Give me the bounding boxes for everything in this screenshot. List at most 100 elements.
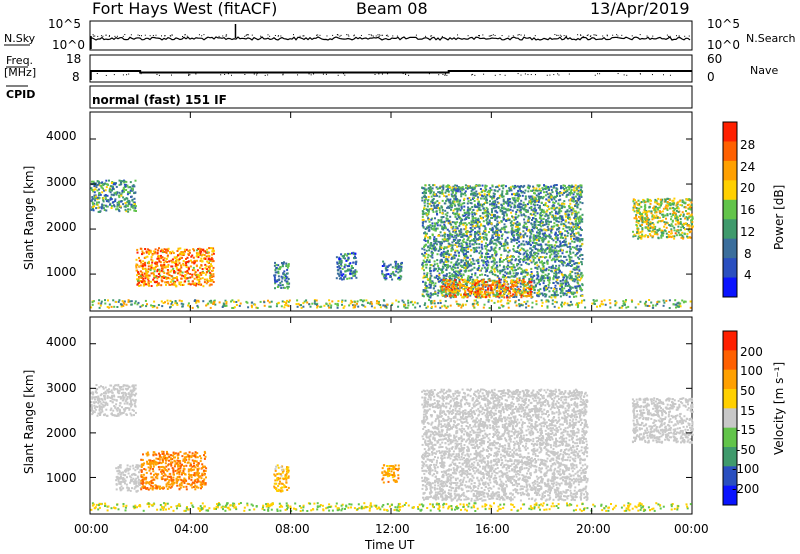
power-cell <box>524 232 527 235</box>
power-cell <box>490 203 493 205</box>
power-cell <box>434 249 437 252</box>
power-cell <box>502 275 505 277</box>
power-cell <box>516 204 519 207</box>
power-cell <box>579 287 582 290</box>
power-cell <box>538 188 541 191</box>
power-cell <box>554 215 557 217</box>
power-cell <box>560 271 563 274</box>
power-cell <box>568 217 571 220</box>
power-cell <box>483 197 486 200</box>
power-cell <box>496 265 499 268</box>
power-cell <box>154 251 157 254</box>
power-cell <box>461 233 464 236</box>
power-cell <box>546 274 549 277</box>
power-cell <box>348 268 351 271</box>
power-cell <box>513 296 515 298</box>
power-cell <box>340 253 343 256</box>
power-cell <box>527 242 530 245</box>
power-cell <box>431 187 434 190</box>
power-cell <box>460 269 463 272</box>
power-cell <box>532 185 535 188</box>
power-cell <box>429 255 432 258</box>
noise-search-dot <box>587 34 589 36</box>
power-cell <box>486 243 489 246</box>
power-cell <box>204 258 207 260</box>
power-cell <box>336 272 339 275</box>
power-cell <box>423 194 426 197</box>
power-cell <box>433 260 436 263</box>
power-cell <box>178 283 181 286</box>
power-cell <box>567 217 569 220</box>
power-cell <box>560 210 563 213</box>
power-cell <box>490 269 493 272</box>
power-cell <box>467 214 470 217</box>
power-cell <box>434 282 437 285</box>
power-cell <box>176 277 178 280</box>
noise-search-dot <box>675 35 677 37</box>
power-cell <box>196 275 199 278</box>
power-cell <box>536 184 539 187</box>
power-cell <box>139 280 142 282</box>
power-cell <box>180 256 183 259</box>
power-cell <box>421 294 424 297</box>
noise-search-dot <box>666 34 668 36</box>
power-cell <box>497 293 500 296</box>
power-cell <box>520 185 523 187</box>
power-cell <box>395 260 398 263</box>
power-cell <box>450 223 453 226</box>
power-cell <box>478 269 481 272</box>
power-cell <box>490 241 493 244</box>
power-cell <box>485 263 488 266</box>
power-cell <box>545 220 548 223</box>
power-cell <box>545 229 548 232</box>
power-cell <box>514 201 517 204</box>
power-cell <box>527 254 529 257</box>
nave-dot <box>499 74 501 76</box>
power-cell <box>438 207 441 210</box>
power-cell <box>496 234 499 237</box>
power-cell <box>338 258 341 261</box>
power-cell <box>555 258 558 261</box>
nave-dot <box>617 73 619 75</box>
power-cell <box>550 266 553 269</box>
noise-search-dot <box>340 34 342 36</box>
power-cell <box>494 219 497 221</box>
power-cell <box>469 240 472 242</box>
power-cell <box>460 275 463 278</box>
power-cell <box>559 260 562 263</box>
power-cell <box>448 277 451 280</box>
power-cell <box>491 226 494 229</box>
power-cell <box>449 204 452 207</box>
power-cell <box>539 277 542 280</box>
power-cell <box>467 247 470 250</box>
power-cell <box>546 276 549 279</box>
noise-search-dot <box>100 35 102 37</box>
power-cell <box>557 199 560 202</box>
power-cell <box>97 183 100 186</box>
power-cell <box>274 287 276 290</box>
power-cell <box>474 240 477 243</box>
power-cell <box>515 228 518 231</box>
power-cell <box>555 206 558 209</box>
power-cell <box>447 238 450 241</box>
power-cell <box>478 184 481 187</box>
power-cell <box>448 237 451 240</box>
power-cell <box>439 224 442 227</box>
power-cell <box>543 232 546 235</box>
power-cell <box>454 208 457 211</box>
power-cell <box>429 279 432 282</box>
power-cell <box>526 262 529 265</box>
power-cell <box>501 290 504 293</box>
power-cell <box>146 274 149 277</box>
power-cell <box>400 262 402 265</box>
power-cell <box>522 283 525 286</box>
power-cell <box>524 215 527 218</box>
power-cell <box>436 253 439 256</box>
nave-dot <box>402 73 404 75</box>
power-cell <box>510 220 513 223</box>
power-cell <box>469 186 472 189</box>
power-cell <box>125 210 128 213</box>
nave-dot <box>517 73 519 75</box>
power-cell <box>338 256 341 259</box>
power-cell <box>486 256 489 258</box>
